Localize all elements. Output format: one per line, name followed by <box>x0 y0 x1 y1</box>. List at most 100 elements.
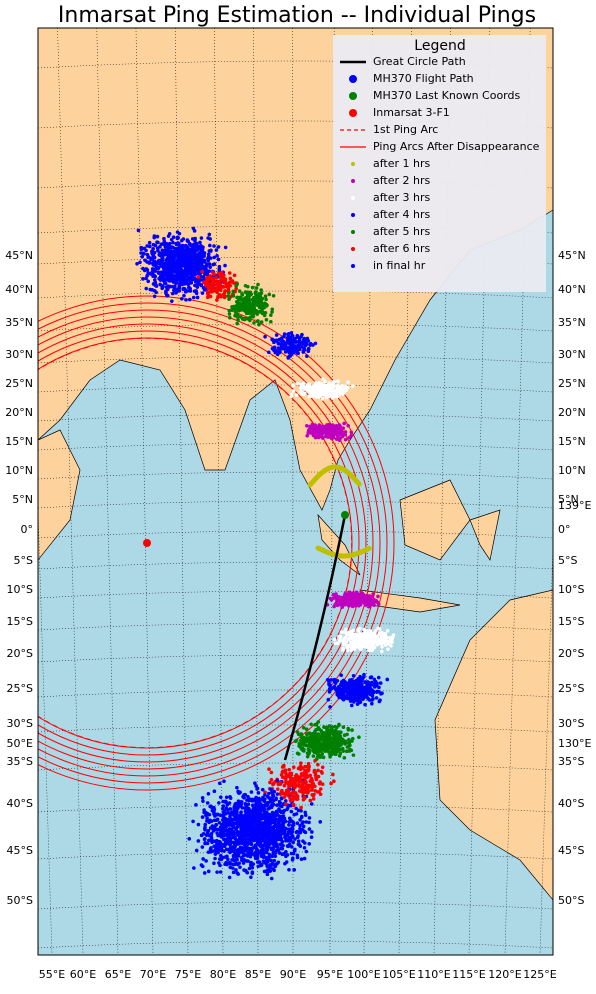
ping-point <box>365 601 369 605</box>
ping-point <box>235 300 239 304</box>
ping-point <box>337 723 341 727</box>
ping-point <box>303 841 307 845</box>
ping-point <box>346 424 350 428</box>
ping-point <box>282 852 286 856</box>
ping-point <box>282 764 286 768</box>
ping-point <box>369 644 373 648</box>
ping-point <box>355 691 359 695</box>
ping-point <box>224 801 228 805</box>
ping-point <box>305 424 309 428</box>
ping-point <box>166 264 170 268</box>
ping-point <box>257 791 261 795</box>
ping-point <box>321 397 325 401</box>
ping-point <box>229 807 233 811</box>
ping-point <box>194 280 198 284</box>
ping-point <box>243 858 247 862</box>
ping-point <box>195 257 199 261</box>
ping-point <box>319 754 323 758</box>
ping-point <box>307 842 311 846</box>
ping-point <box>273 859 277 863</box>
ping-point <box>319 745 323 749</box>
ping-point <box>301 828 305 832</box>
ping-point <box>379 681 383 685</box>
ping-point <box>140 255 144 259</box>
ping-point <box>229 796 233 800</box>
ping-point <box>302 726 306 730</box>
ping-point <box>181 273 185 277</box>
ping-point <box>227 297 231 301</box>
ping-point <box>268 866 272 870</box>
ping-point <box>215 276 219 280</box>
ping-point <box>270 877 274 881</box>
ping-point <box>207 277 211 281</box>
ping-point <box>352 699 356 703</box>
ping-point <box>249 839 253 843</box>
ping-point <box>228 271 232 275</box>
ping-point <box>207 792 211 796</box>
ping-point <box>299 761 303 765</box>
ping-point <box>192 227 196 231</box>
ping-point <box>319 427 323 431</box>
ping-point <box>376 595 380 599</box>
ping-point <box>234 849 238 853</box>
ping-point <box>339 392 343 396</box>
ping-point <box>287 349 291 353</box>
ping-point <box>176 230 180 234</box>
ping-point <box>206 295 210 299</box>
ping-point <box>212 272 216 276</box>
ping-point <box>209 826 213 830</box>
ping-point <box>206 257 210 261</box>
ping-point <box>310 392 314 396</box>
ping-point <box>308 827 312 831</box>
ping-point <box>349 430 353 434</box>
ping-point <box>214 289 218 293</box>
ping-point <box>152 243 156 247</box>
ping-point <box>231 822 235 826</box>
ping-point <box>262 839 266 843</box>
ping-point <box>223 809 227 813</box>
ping-point <box>242 307 246 311</box>
ping-point <box>313 770 317 774</box>
ping-point <box>314 774 318 778</box>
ping-point <box>327 698 331 702</box>
ping-point <box>292 351 296 355</box>
ping-point <box>258 838 262 842</box>
ping-point <box>158 283 162 287</box>
ping-point <box>332 736 336 740</box>
ping-point <box>310 740 314 744</box>
ping-point <box>351 598 355 602</box>
ping-point <box>260 291 264 295</box>
ping-point <box>161 256 165 260</box>
ping-point <box>301 740 305 744</box>
ping-point <box>203 837 207 841</box>
ping-point <box>168 278 172 282</box>
ping-point <box>290 810 294 814</box>
ping-point <box>233 841 237 845</box>
ping-point <box>208 805 212 809</box>
ping-point <box>251 286 255 290</box>
ping-point <box>233 808 237 812</box>
ping-point <box>333 685 337 689</box>
ping-point <box>329 782 333 786</box>
ping-point <box>203 260 207 264</box>
ping-point <box>230 811 234 815</box>
ping-point <box>251 872 255 876</box>
ping-point <box>212 256 216 260</box>
ping-point <box>178 283 182 287</box>
ping-point <box>302 392 306 396</box>
ping-point <box>358 632 362 636</box>
ping-point <box>200 270 204 274</box>
ping-point <box>190 263 194 267</box>
ping-point <box>239 845 243 849</box>
ping-point <box>220 835 224 839</box>
ping-point <box>228 801 232 805</box>
ping-point <box>272 826 276 830</box>
ping-point <box>169 274 173 278</box>
ping-point <box>377 676 381 680</box>
ping-point <box>201 291 205 295</box>
ping-point <box>201 796 205 800</box>
ping-point <box>228 876 232 880</box>
ping-point <box>270 771 274 775</box>
ping-point <box>192 246 196 250</box>
ping-point <box>272 294 276 298</box>
